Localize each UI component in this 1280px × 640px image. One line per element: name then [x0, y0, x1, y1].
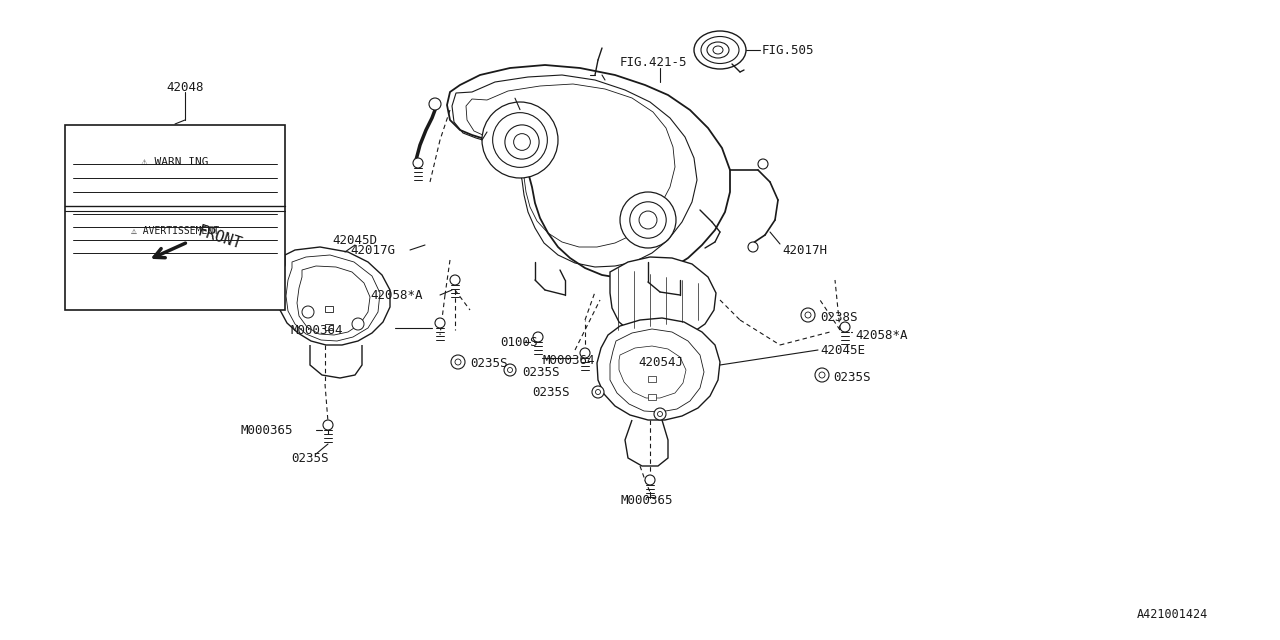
Bar: [325, 306, 333, 312]
Text: M000364: M000364: [291, 323, 343, 337]
Circle shape: [801, 308, 815, 322]
Text: 42017H: 42017H: [782, 243, 827, 257]
Circle shape: [302, 306, 314, 318]
Circle shape: [645, 475, 655, 485]
Circle shape: [639, 211, 657, 229]
Ellipse shape: [701, 36, 739, 63]
Text: 0238S: 0238S: [820, 310, 858, 323]
Circle shape: [658, 412, 663, 417]
Circle shape: [451, 355, 465, 369]
Text: 42045D: 42045D: [333, 234, 378, 246]
Text: ⚠ WARN ING: ⚠ WARN ING: [141, 157, 209, 166]
Text: M000364: M000364: [541, 353, 594, 367]
Circle shape: [580, 348, 590, 358]
Circle shape: [532, 332, 543, 342]
Text: 0235S: 0235S: [532, 385, 570, 399]
Circle shape: [805, 312, 812, 318]
Ellipse shape: [713, 46, 723, 54]
Circle shape: [620, 192, 676, 248]
Polygon shape: [278, 247, 390, 345]
Circle shape: [815, 368, 829, 382]
Circle shape: [352, 318, 364, 330]
Polygon shape: [596, 318, 721, 420]
Text: 0235S: 0235S: [833, 371, 870, 383]
Text: 0100S: 0100S: [500, 335, 538, 349]
Text: 42058*A: 42058*A: [855, 328, 908, 342]
Circle shape: [413, 158, 422, 168]
Text: A421001424: A421001424: [1137, 609, 1208, 621]
Circle shape: [748, 242, 758, 252]
Circle shape: [513, 134, 530, 150]
Bar: [65, 125, 285, 310]
Text: FRONT: FRONT: [195, 224, 243, 252]
Text: M000365: M000365: [620, 493, 672, 506]
Circle shape: [435, 318, 445, 328]
Circle shape: [758, 159, 768, 169]
Text: 0235S: 0235S: [292, 451, 329, 465]
Circle shape: [593, 386, 604, 398]
Bar: [648, 376, 657, 382]
Circle shape: [429, 98, 442, 110]
Polygon shape: [611, 257, 716, 340]
Text: FIG.421-5: FIG.421-5: [620, 56, 687, 68]
Circle shape: [507, 367, 512, 372]
Circle shape: [504, 364, 516, 376]
Circle shape: [630, 202, 666, 238]
Text: 42058*A: 42058*A: [370, 289, 422, 301]
Circle shape: [595, 390, 600, 394]
Circle shape: [654, 408, 666, 420]
Ellipse shape: [707, 42, 730, 58]
Text: 42045E: 42045E: [820, 344, 865, 356]
Text: 0235S: 0235S: [470, 356, 507, 369]
Text: M000365: M000365: [241, 424, 293, 436]
Text: ⚠ AVERTISSEMENT: ⚠ AVERTISSEMENT: [131, 227, 219, 236]
Circle shape: [493, 113, 548, 168]
Circle shape: [840, 322, 850, 332]
Text: FIG.505: FIG.505: [762, 44, 814, 56]
Text: 0235S: 0235S: [522, 365, 559, 378]
Circle shape: [504, 125, 539, 159]
Bar: [325, 324, 333, 330]
Polygon shape: [447, 65, 730, 278]
Ellipse shape: [694, 31, 746, 69]
Circle shape: [819, 372, 826, 378]
Text: 42054J: 42054J: [637, 355, 684, 369]
Circle shape: [451, 275, 460, 285]
Circle shape: [483, 102, 558, 178]
Text: 42048: 42048: [166, 81, 204, 93]
Bar: [648, 394, 657, 400]
Circle shape: [454, 359, 461, 365]
Circle shape: [323, 420, 333, 430]
Text: 42017G: 42017G: [349, 243, 396, 257]
